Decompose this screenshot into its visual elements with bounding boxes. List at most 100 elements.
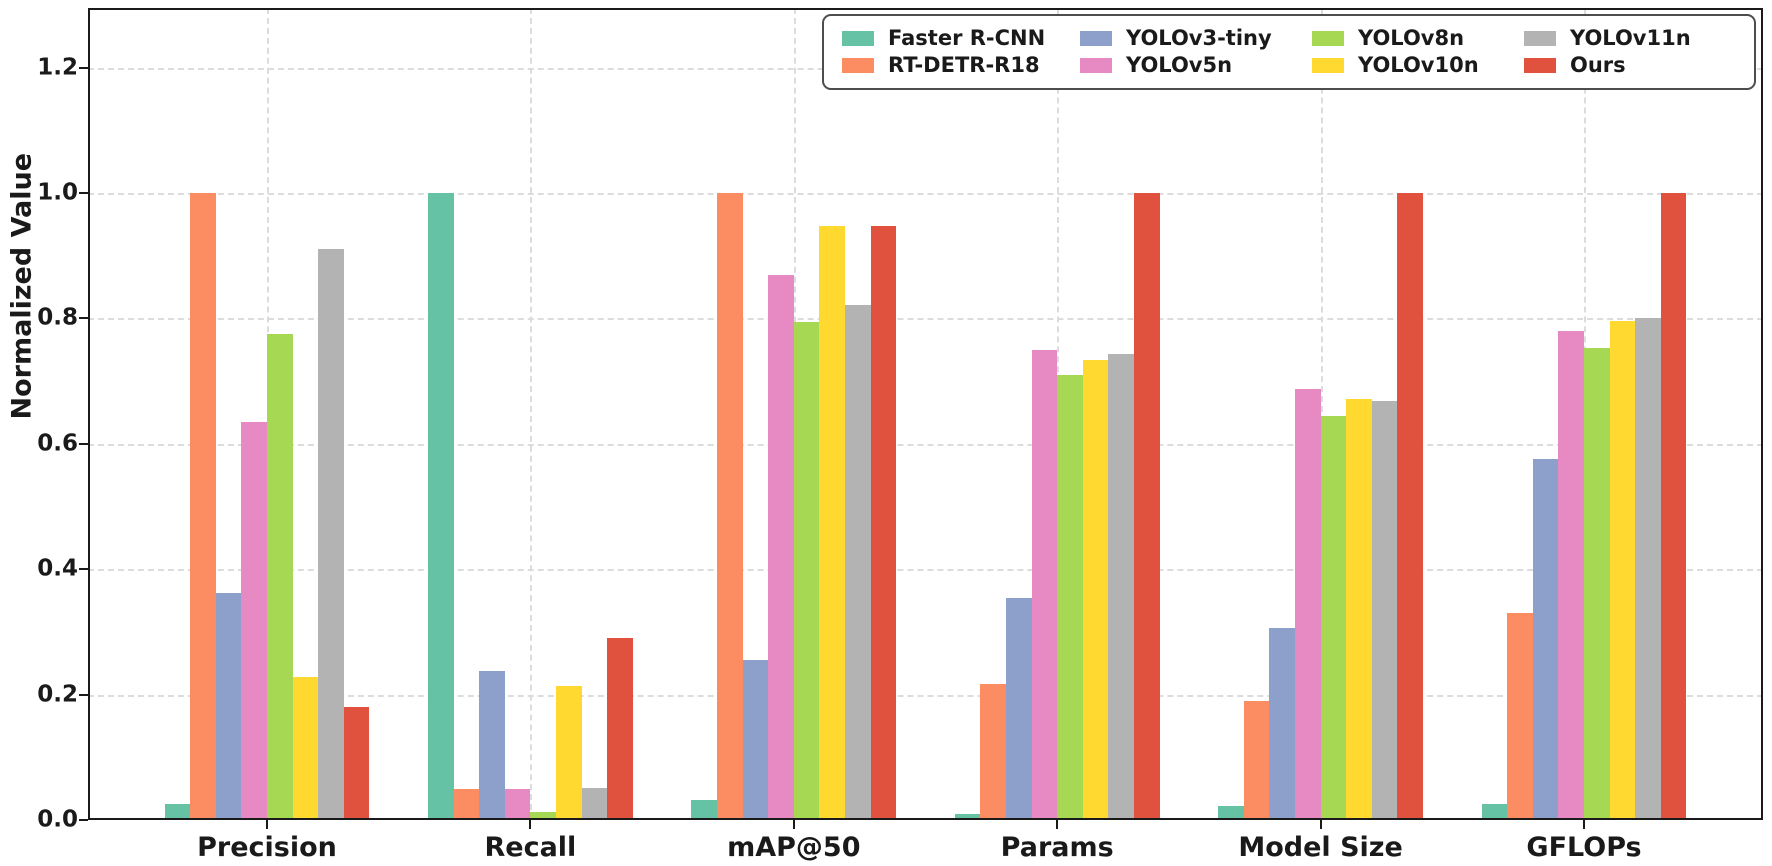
- x-gridline: [1320, 8, 1323, 820]
- bar: [954, 814, 981, 820]
- y-gridline: [88, 193, 1763, 195]
- bar: [793, 321, 820, 820]
- y-tick-mark: [79, 317, 88, 320]
- legend-swatch: [1524, 31, 1556, 46]
- y-tick-label: 1.2: [37, 54, 78, 81]
- bar: [1481, 804, 1508, 820]
- y-tick-mark: [79, 819, 88, 821]
- bar: [504, 788, 531, 820]
- bar: [1082, 359, 1109, 820]
- bar: [164, 803, 191, 820]
- bar: [1295, 388, 1321, 820]
- bar: [1584, 348, 1610, 820]
- bar: [428, 193, 454, 820]
- legend-item: YOLOv5n: [1080, 55, 1312, 76]
- bar: [318, 249, 344, 820]
- bar: [556, 685, 582, 820]
- legend-label: YOLOv10n: [1358, 53, 1479, 77]
- y-tick-label: 0.4: [37, 555, 78, 582]
- legend-item: YOLOv3-tiny: [1080, 28, 1312, 49]
- x-tick-label: mAP@50: [727, 832, 861, 863]
- y-tick-mark: [79, 192, 88, 194]
- bar: [215, 593, 242, 820]
- y-tick-mark: [79, 66, 88, 69]
- legend-item: Ours: [1524, 55, 1694, 76]
- bar: [1134, 193, 1160, 820]
- bar: [1558, 330, 1584, 820]
- x-tick-mark: [1056, 820, 1059, 829]
- legend-label: RT-DETR-R18: [888, 53, 1040, 77]
- bar: [1108, 353, 1134, 820]
- bar: [768, 274, 794, 820]
- bar: [1371, 401, 1398, 820]
- legend-label: YOLOv3-tiny: [1126, 26, 1272, 50]
- legend-item: Faster R-CNN: [842, 28, 1080, 49]
- bar: [980, 683, 1006, 820]
- x-tick-mark: [1583, 820, 1585, 829]
- bar: [479, 670, 505, 820]
- x-tick-label: Model Size: [1238, 832, 1403, 863]
- bar: [742, 660, 769, 820]
- legend-swatch: [1080, 31, 1112, 46]
- legend-item: YOLOv10n: [1312, 55, 1524, 76]
- bar: [343, 707, 370, 820]
- y-tick-mark: [79, 442, 88, 445]
- bar: [717, 193, 743, 820]
- x-tick-label: Precision: [197, 832, 337, 863]
- legend-label: Faster R-CNN: [888, 26, 1046, 50]
- bar: [241, 421, 267, 820]
- bar: [1660, 193, 1687, 820]
- y-tick-label: 0.8: [37, 304, 78, 331]
- y-tick-label: 1.0: [37, 179, 78, 206]
- y-tick-mark: [79, 693, 88, 696]
- bar: [1609, 320, 1636, 820]
- bar: [845, 305, 871, 820]
- bar: [581, 788, 608, 820]
- legend-item: RT-DETR-R18: [842, 55, 1080, 76]
- bar: [1057, 375, 1083, 820]
- bar: [870, 225, 897, 820]
- y-tick-label: 0.2: [37, 681, 78, 708]
- bar: [1006, 598, 1032, 820]
- bar: [1243, 700, 1270, 820]
- legend-swatch: [1080, 58, 1112, 73]
- bar: [1218, 806, 1244, 820]
- bar: [607, 638, 633, 820]
- x-tick-mark: [1319, 820, 1322, 829]
- x-gridline: [530, 8, 533, 820]
- x-tick-label: GFLOPs: [1526, 832, 1642, 863]
- y-tick-label: 0.6: [37, 430, 78, 457]
- bar: [691, 799, 717, 820]
- bar: [292, 677, 319, 820]
- y-gridline: [88, 443, 1763, 446]
- bar: [453, 788, 480, 820]
- legend-swatch: [842, 58, 874, 73]
- bar: [1269, 628, 1295, 820]
- x-tick-label: Recall: [484, 832, 577, 863]
- bar: [1397, 193, 1423, 820]
- y-axis-title: Normalized Value: [6, 152, 38, 420]
- bar: [819, 225, 845, 820]
- y-tick-label: 0.0: [37, 806, 78, 833]
- legend-item: YOLOv8n: [1312, 28, 1524, 49]
- bar: [530, 811, 556, 820]
- legend-swatch: [1312, 31, 1344, 46]
- x-tick-mark: [266, 820, 268, 829]
- y-gridline: [88, 318, 1763, 321]
- y-gridline: [88, 694, 1763, 697]
- x-tick-label: Params: [1000, 832, 1114, 863]
- y-tick-mark: [79, 568, 88, 571]
- bar: [1532, 459, 1559, 820]
- bar: [1320, 415, 1347, 820]
- bar: [267, 334, 293, 820]
- legend-swatch: [1524, 58, 1556, 73]
- y-gridline: [88, 569, 1763, 572]
- legend: Faster R-CNN RT-DETR-R18 YOLOv3-tiny YOLOv5…: [822, 14, 1756, 90]
- legend-swatch: [1312, 58, 1344, 73]
- bar: [190, 193, 216, 820]
- legend-label: YOLOv5n: [1126, 53, 1233, 77]
- legend-label: YOLOv11n: [1570, 26, 1691, 50]
- bar: [1635, 317, 1661, 820]
- legend-item: YOLOv11n: [1524, 28, 1694, 49]
